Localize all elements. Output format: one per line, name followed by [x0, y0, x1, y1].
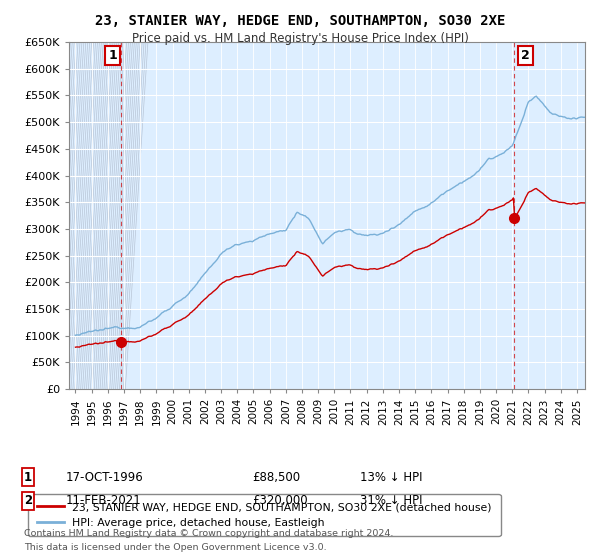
Text: 31% ↓ HPI: 31% ↓ HPI	[360, 494, 422, 507]
Text: Price paid vs. HM Land Registry's House Price Index (HPI): Price paid vs. HM Land Registry's House …	[131, 32, 469, 45]
Text: Contains HM Land Registry data © Crown copyright and database right 2024.: Contains HM Land Registry data © Crown c…	[24, 529, 394, 538]
Text: 11-FEB-2021: 11-FEB-2021	[66, 494, 142, 507]
Text: 17-OCT-1996: 17-OCT-1996	[66, 470, 144, 484]
Text: 23, STANIER WAY, HEDGE END, SOUTHAMPTON, SO30 2XE: 23, STANIER WAY, HEDGE END, SOUTHAMPTON,…	[95, 14, 505, 28]
Text: 2: 2	[24, 494, 32, 507]
Text: £88,500: £88,500	[252, 470, 300, 484]
Text: 13% ↓ HPI: 13% ↓ HPI	[360, 470, 422, 484]
Text: 1: 1	[108, 49, 117, 62]
Text: This data is licensed under the Open Government Licence v3.0.: This data is licensed under the Open Gov…	[24, 543, 326, 552]
Legend: 23, STANIER WAY, HEDGE END, SOUTHAMPTON, SO30 2XE (detached house), HPI: Average: 23, STANIER WAY, HEDGE END, SOUTHAMPTON,…	[28, 493, 500, 536]
Text: 2: 2	[521, 49, 530, 62]
Text: £320,000: £320,000	[252, 494, 308, 507]
Text: 1: 1	[24, 470, 32, 484]
